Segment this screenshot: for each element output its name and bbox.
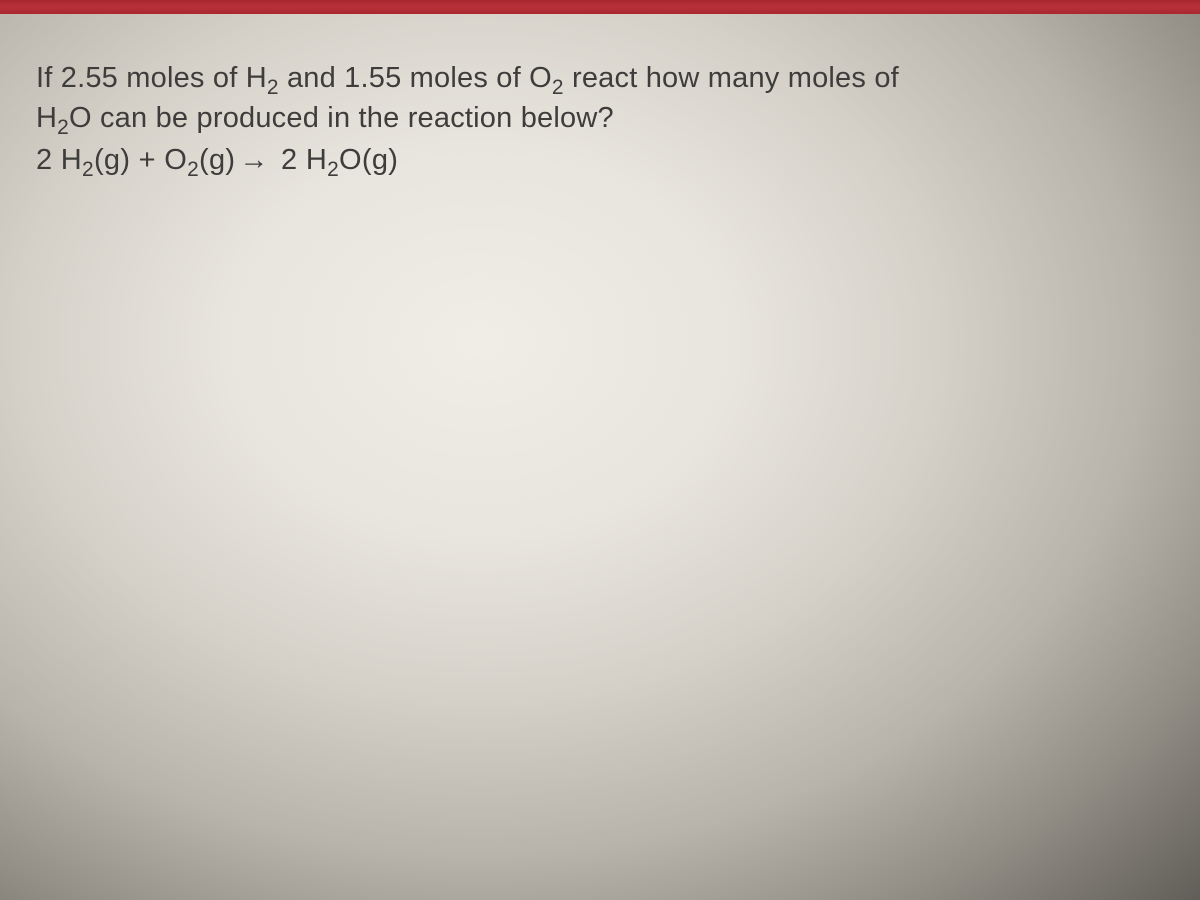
- eq-coef-1: 2: [36, 144, 61, 176]
- eq-plus: +: [130, 144, 164, 176]
- question-line-1: If 2.55 moles of H2 and 1.55 moles of O2…: [36, 58, 1160, 98]
- eq-species-1-sub: 2: [82, 158, 94, 181]
- q2-sub-1: 2: [57, 116, 69, 139]
- q1-sub-2: 2: [552, 76, 564, 99]
- reaction-arrow-icon: →: [235, 140, 272, 180]
- eq-species-1: H: [61, 144, 82, 176]
- q1-sub-1: 2: [267, 76, 279, 99]
- page-top-border: [0, 0, 1200, 14]
- eq-species-2-sub: 2: [187, 158, 199, 181]
- document-page: If 2.55 moles of H2 and 1.55 moles of O2…: [0, 0, 1200, 900]
- q1-text-a: If 2.55 moles of H: [36, 62, 267, 94]
- eq-coef-2: 2: [273, 144, 306, 176]
- eq-species-3-state: (g): [362, 144, 398, 176]
- q1-text-c: react how many moles of: [564, 62, 899, 94]
- q2-text-a: H: [36, 102, 57, 134]
- q2-text-b: O can be produced in the reaction below?: [69, 102, 614, 134]
- eq-species-3-after: O: [339, 144, 362, 176]
- question-content: If 2.55 moles of H2 and 1.55 moles of O2…: [36, 58, 1160, 180]
- eq-species-3-sub: 2: [327, 158, 339, 181]
- question-line-2: H2O can be produced in the reaction belo…: [36, 98, 1160, 138]
- eq-species-1-state: (g): [94, 144, 130, 176]
- chemical-equation: 2 H2(g) + O2(g)→ 2 H2O(g): [36, 140, 1160, 180]
- eq-species-2-state: (g): [199, 144, 235, 176]
- q1-text-b: and 1.55 moles of O: [279, 62, 552, 94]
- eq-species-2: O: [164, 144, 187, 176]
- eq-species-3: H: [306, 144, 327, 176]
